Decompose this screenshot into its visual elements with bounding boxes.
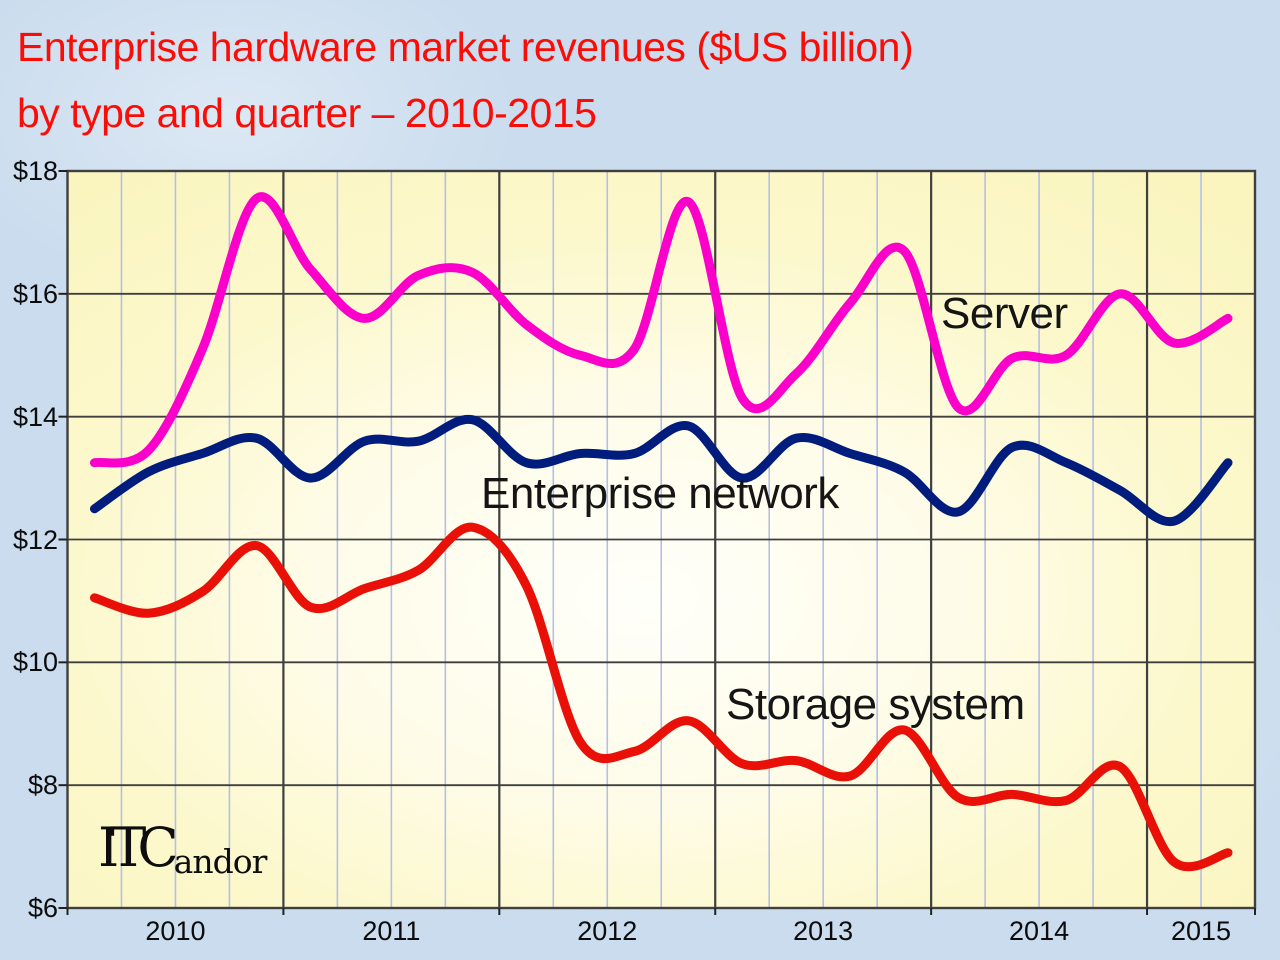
x-axis-label: 2012	[577, 916, 638, 946]
x-axis-label: 2011	[362, 916, 421, 946]
series-label-enterprise-network: Enterprise network	[481, 469, 839, 518]
chart-title-line2: by type and quarter – 2010-2015	[17, 90, 597, 136]
y-axis-label: $6	[27, 893, 58, 923]
itcandor-logo: ITC andor	[98, 816, 268, 881]
chart-title: Enterprise hardware market revenues ($US…	[17, 14, 1217, 146]
series-line-storage-system	[89, 522, 1233, 872]
itcandor-logo-main: ITC	[98, 816, 179, 879]
x-axis-label: 2015	[1170, 916, 1232, 946]
y-axis-label: $14	[12, 401, 58, 432]
series-line-enterprise-network	[89, 414, 1233, 527]
x-axis-label: 2014	[1009, 916, 1070, 946]
y-axis-label: $10	[12, 647, 58, 678]
x-axis-label: 2010	[145, 916, 206, 946]
series-label-server: Server	[941, 289, 1068, 338]
x-axis-label: 2013	[793, 916, 854, 946]
series-line-server	[89, 192, 1233, 468]
y-axis-label: $12	[12, 524, 58, 555]
y-axis-label: $18	[12, 156, 58, 186]
itcandor-logo-sub: andor	[173, 842, 268, 881]
y-axis-label: $16	[12, 278, 58, 309]
y-axis-label: $8	[27, 770, 58, 801]
series-label-storage-system: Storage system	[726, 680, 1025, 729]
chart-title-line1: Enterprise hardware market revenues ($US…	[17, 24, 914, 70]
